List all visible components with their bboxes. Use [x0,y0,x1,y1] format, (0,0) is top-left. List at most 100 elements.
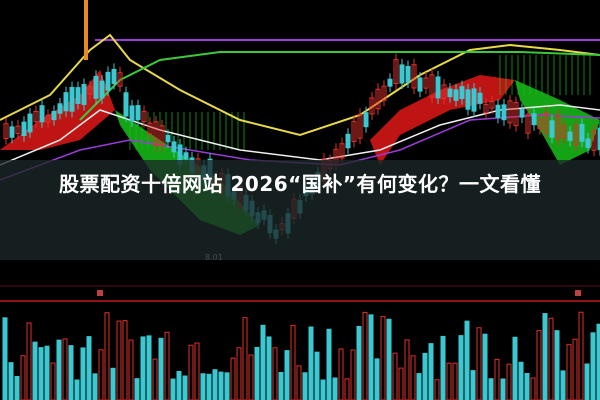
candle-body [84,0,88,60]
volume-bar [194,342,200,400]
volume-bar [80,347,86,400]
candle-body [135,105,141,121]
volume-bar [548,317,554,400]
volume-bar [434,379,440,400]
candle-body [519,109,525,118]
candle-body [93,75,99,99]
volume-bar [8,362,14,400]
volume-bar [350,349,356,400]
candle-body [111,68,117,85]
volume-bar [20,355,26,400]
volume-bar [278,372,284,400]
volume-bar [206,373,212,400]
candle-body [129,105,135,122]
candle-body [453,89,459,101]
candle-body [429,74,435,98]
candle-body [549,120,555,138]
volume-bar [302,372,308,400]
candle-body [9,126,15,138]
volume-bar [440,335,446,400]
candle-body [483,103,489,114]
candle-body [153,121,159,146]
volume-bar [236,347,242,400]
marker [575,290,581,296]
volume-bar [68,345,74,400]
volume-bar [506,363,512,400]
candle-body [171,141,177,153]
candle-body [51,110,57,121]
candle-body [585,138,591,148]
candle-body [87,86,93,95]
candle-body [507,100,513,124]
candle-body [381,85,387,101]
volume-bar [332,377,338,400]
candle-body [39,105,45,123]
volume-bar [242,317,248,400]
candle-body [573,125,579,146]
candle-body [105,71,111,91]
candle-body [387,78,393,87]
volume-bar [110,367,116,400]
volume-bar [98,349,104,400]
marker [97,290,103,296]
volume-bar [416,373,422,400]
volume-bar [26,322,32,400]
volume-bar [74,379,80,400]
candle-body [525,113,531,134]
volume-bar [458,335,464,400]
volume-bar [140,336,146,400]
candle-body [345,133,351,149]
volume-bar [38,347,44,400]
candle-body [513,102,519,127]
candle-body [591,130,597,151]
volume-bar [584,363,590,400]
volume-bar [338,348,344,400]
volume-bar [476,327,482,400]
volume-bar [116,320,122,400]
candle-body [81,84,87,105]
candle-body [567,131,573,141]
volume-bar [56,339,62,400]
candle-body [411,64,417,89]
volume-bar [380,316,386,400]
volume-bar [512,336,518,400]
volume-bar [296,365,302,400]
volume-bar [152,358,158,400]
candle-body [405,65,411,83]
candle-body [489,101,495,109]
volume-bar [104,312,110,400]
volume-bar [50,362,56,400]
volume-bar [386,318,392,400]
candle-body [537,119,543,130]
candle-body [21,121,27,137]
volume-bar [284,350,290,400]
candle-body [561,125,567,139]
candle-body [459,86,465,100]
volume-bar [356,325,362,400]
candle-body [435,76,441,99]
volume-bar [320,379,326,400]
candle-body [357,113,363,139]
candle-body [471,88,477,112]
candle-body [555,115,561,140]
volume-bar [470,370,476,400]
candle-body [3,123,9,140]
volume-bar [122,320,128,400]
volume-bar [86,336,92,400]
volume-bar [314,351,320,400]
volume-bar [428,343,434,400]
volume-bar [524,373,530,400]
candle-body [447,88,453,98]
volume-bar [128,339,134,400]
volume-bar [464,320,470,400]
volume-bar [422,352,428,400]
candle-body [375,88,381,110]
volume-bar [530,377,536,400]
candle-body [147,122,153,135]
volume-bar [596,323,600,400]
candle-body [543,112,549,134]
candle-body [477,92,483,104]
volume-bar [146,335,152,400]
volume-bar [218,371,224,400]
